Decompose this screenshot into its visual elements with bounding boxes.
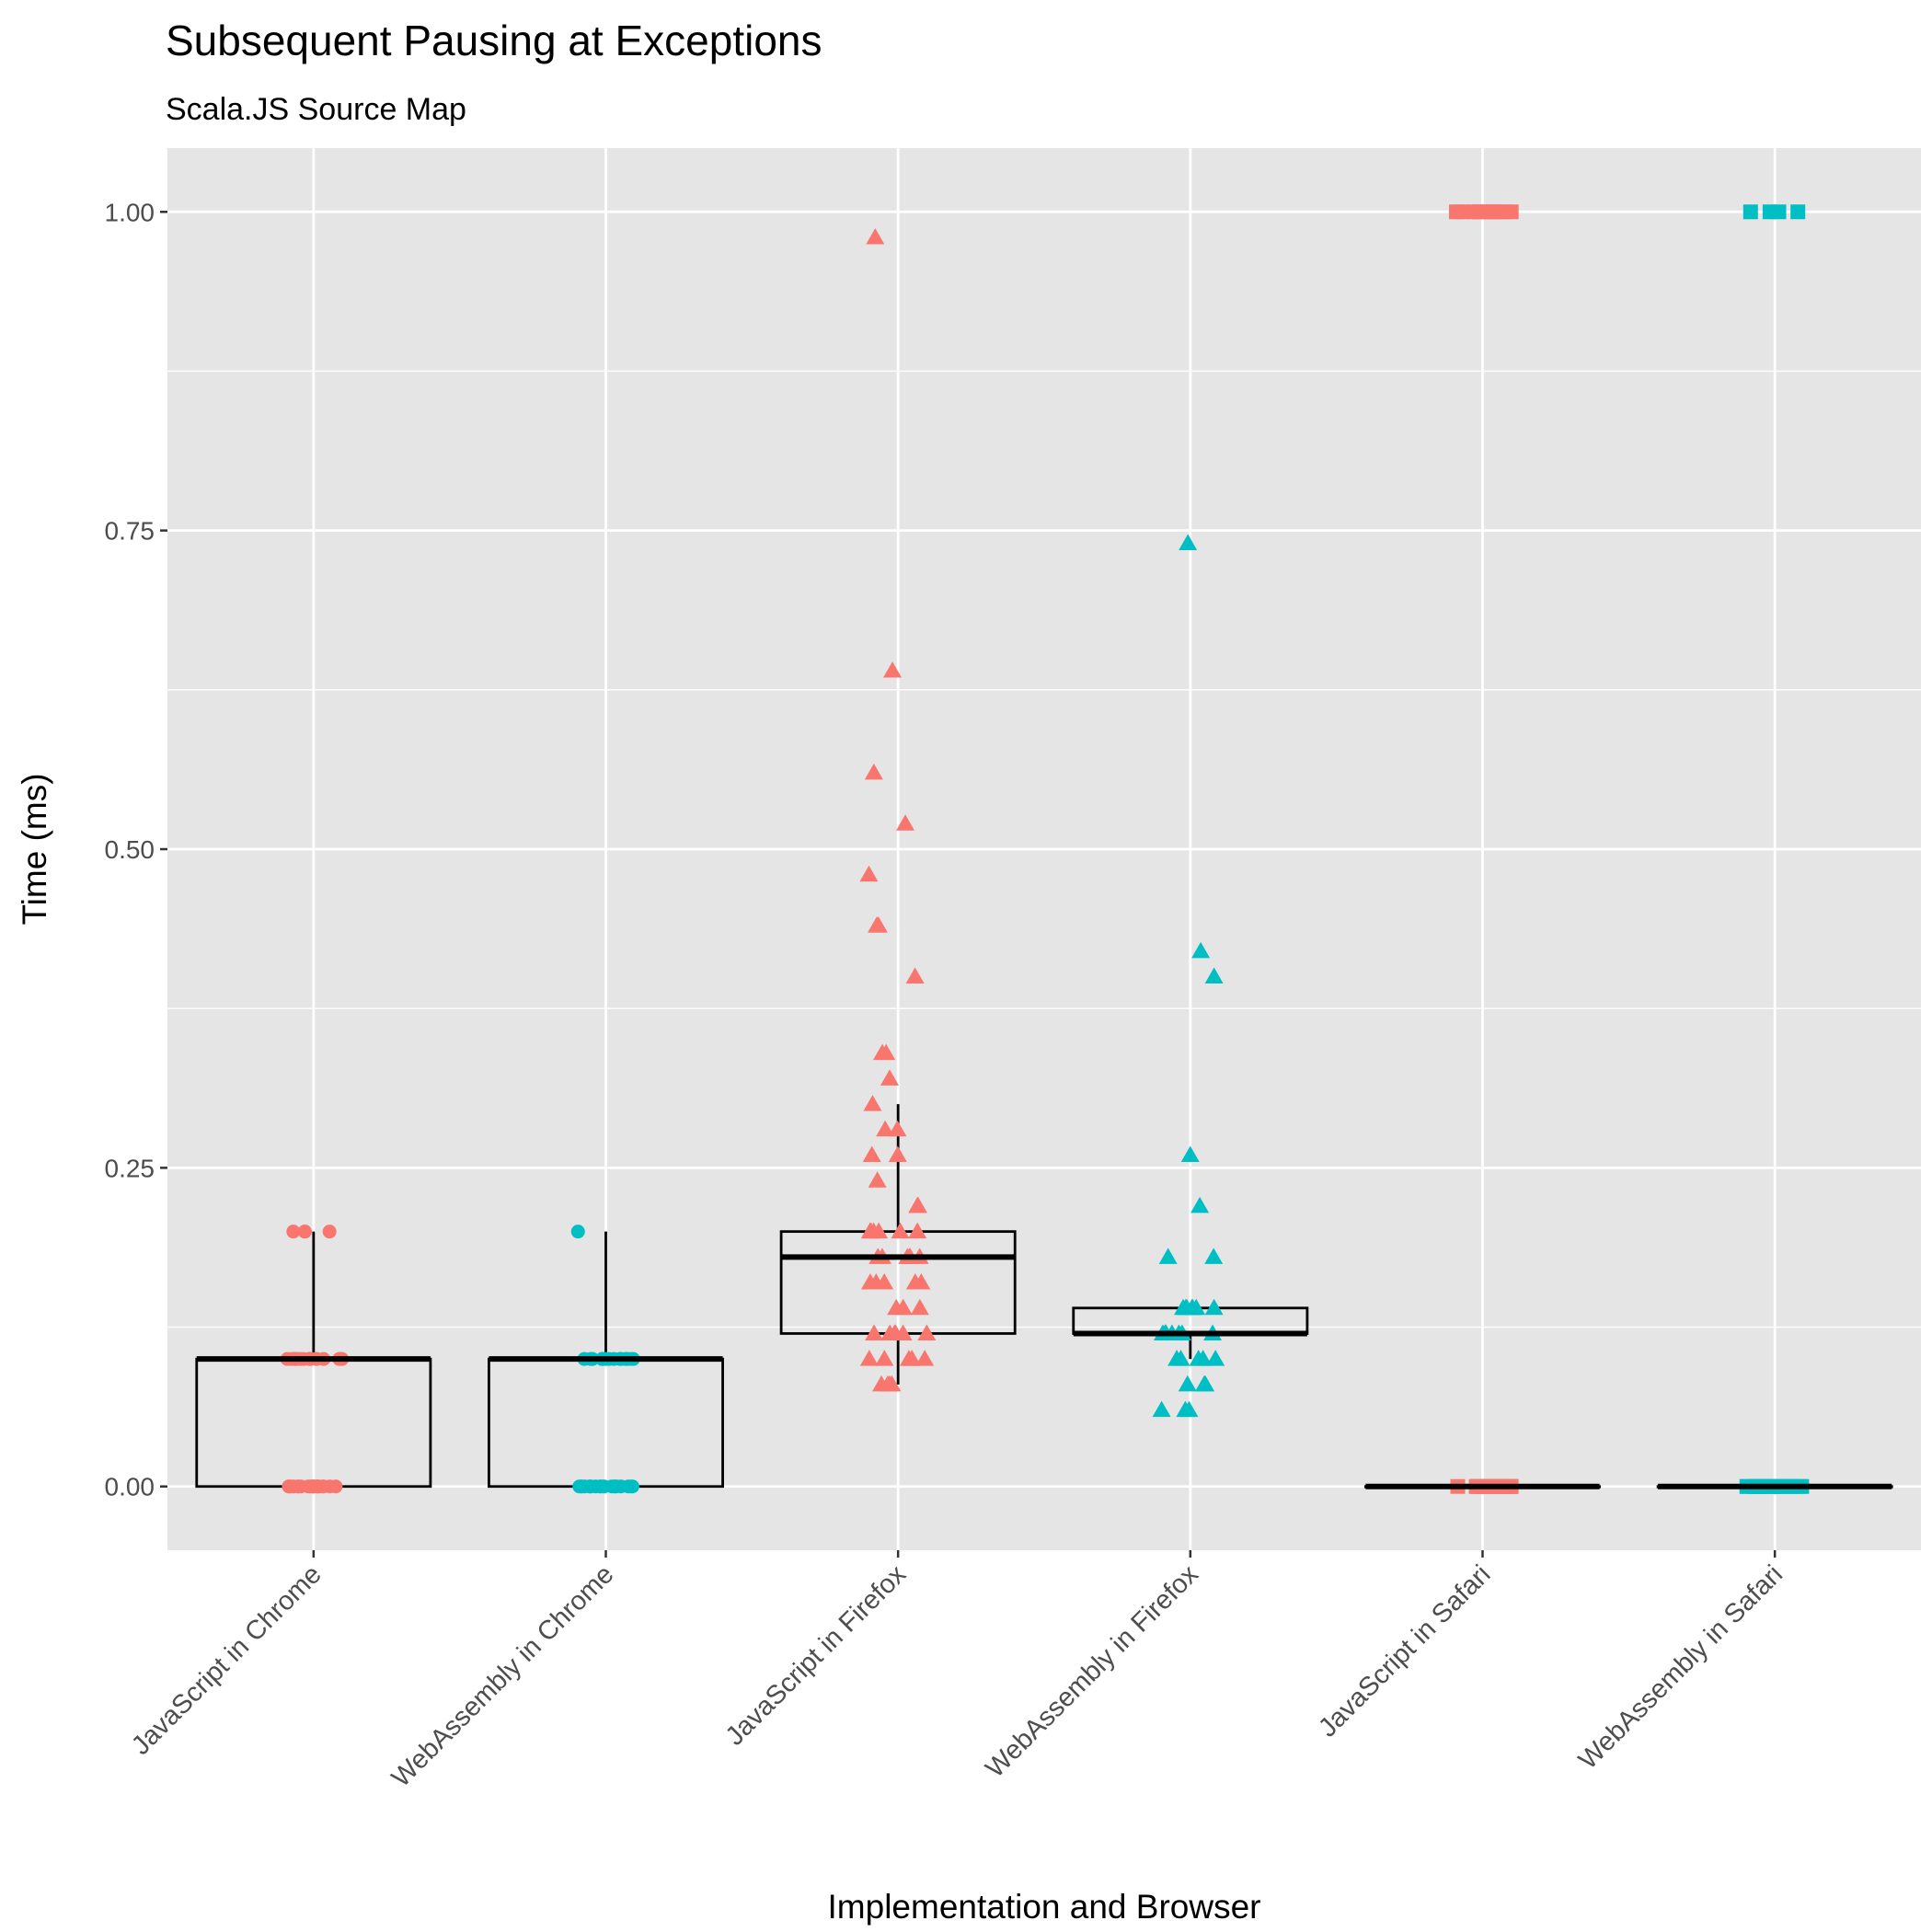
data-point (1473, 204, 1489, 220)
y-tick-label: 1.00 (105, 198, 155, 226)
data-point (887, 1298, 906, 1316)
data-point (875, 1273, 894, 1290)
data-point (888, 1145, 907, 1163)
data-point (868, 1171, 887, 1188)
data-point (888, 1120, 907, 1137)
data-point (1771, 204, 1787, 220)
x-tick-label: WebAssembly in Safari (1573, 1559, 1788, 1775)
data-point (607, 1479, 622, 1494)
data-point (908, 1196, 927, 1213)
data-point (860, 1273, 880, 1290)
data-point (1167, 1350, 1187, 1366)
data-point (1790, 204, 1806, 220)
data-point (891, 1222, 910, 1239)
y-tick-label: 0.75 (105, 517, 155, 546)
data-point (882, 1374, 902, 1392)
data-point (866, 227, 885, 245)
data-point (860, 1222, 880, 1239)
data-point (1178, 1374, 1197, 1392)
data-point (896, 814, 915, 831)
x-tick-label: WebAssembly in Firefox (980, 1559, 1204, 1784)
data-point (572, 1479, 587, 1494)
data-point (862, 1145, 881, 1163)
data-point (903, 1350, 922, 1366)
data-point (1176, 1298, 1195, 1316)
data-point (1179, 534, 1198, 550)
data-point (1180, 1145, 1200, 1163)
y-tick-label: 0.50 (105, 835, 155, 864)
x-tick-label: WebAssembly in Chrome (386, 1559, 620, 1793)
data-point (905, 967, 925, 984)
data-point (1176, 1400, 1195, 1418)
data-point (912, 1273, 931, 1290)
data-point (917, 1324, 937, 1340)
x-tick-label: JavaScript in Firefox (720, 1559, 913, 1752)
data-point (297, 1225, 312, 1239)
y-tick-label: 0.00 (105, 1473, 155, 1501)
data-point (1152, 1400, 1171, 1418)
y-axis-title: Time (ms) (16, 773, 53, 925)
data-point (1503, 204, 1519, 220)
data-point (880, 1069, 899, 1086)
data-point (1158, 1248, 1178, 1264)
x-tick-label: JavaScript in Chrome (126, 1559, 328, 1761)
data-point (1742, 204, 1758, 220)
y-tick-label: 0.25 (105, 1154, 155, 1182)
data-point (864, 763, 883, 780)
data-point (868, 916, 888, 933)
data-point (883, 661, 903, 678)
chart-title: Subsequent Pausing at Exceptions (166, 17, 822, 64)
data-point (322, 1225, 337, 1239)
data-point (588, 1479, 603, 1494)
data-point (875, 1350, 894, 1366)
data-point (865, 1324, 884, 1340)
data-point (625, 1479, 639, 1494)
data-point (1191, 941, 1211, 959)
data-point (859, 1350, 879, 1366)
data-point (1195, 1374, 1214, 1392)
chart-subtitle: Scala.JS Source Map (166, 92, 466, 127)
data-point (877, 1043, 896, 1061)
data-point (1204, 1298, 1224, 1316)
data-point (1204, 1248, 1224, 1264)
data-point (1485, 204, 1501, 220)
data-point (859, 865, 879, 882)
data-point (286, 1479, 301, 1494)
data-point (863, 1095, 882, 1111)
data-point (876, 1120, 895, 1137)
data-point (570, 1225, 585, 1239)
data-point (1189, 1350, 1208, 1366)
data-point (1190, 1196, 1210, 1213)
data-point (1204, 967, 1224, 984)
data-point (910, 1298, 929, 1316)
x-axis-title: Implementation and Browser (828, 1888, 1261, 1926)
data-point (305, 1479, 320, 1494)
x-tick-label: JavaScript in Safari (1313, 1559, 1496, 1742)
data-point (1455, 204, 1470, 220)
data-point (915, 1350, 935, 1366)
data-point (886, 1324, 905, 1340)
data-point (1206, 1350, 1225, 1366)
data-point (908, 1222, 927, 1239)
data-point (286, 1225, 301, 1239)
point-layer (196, 204, 1892, 1494)
